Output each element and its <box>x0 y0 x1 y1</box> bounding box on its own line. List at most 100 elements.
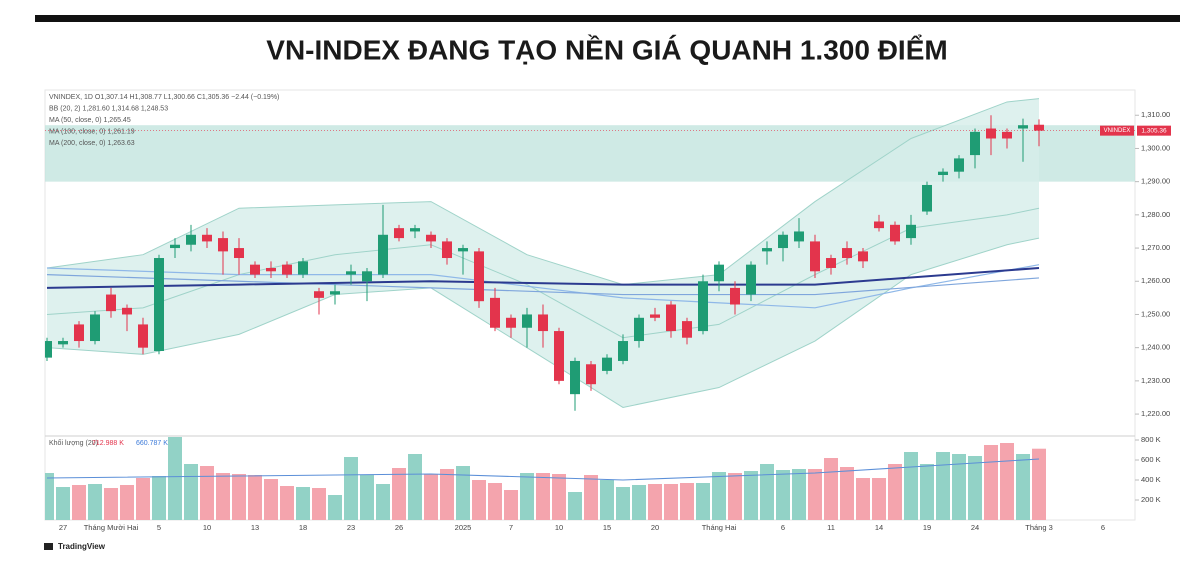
volume-bar <box>104 488 118 520</box>
x-tick-label: 10 <box>203 523 211 532</box>
candle-body <box>442 241 452 259</box>
volume-bar <box>552 474 566 520</box>
volume-bar <box>312 488 326 520</box>
candle-body <box>394 228 404 239</box>
x-tick-label: 15 <box>603 523 611 532</box>
candle-body <box>602 357 612 371</box>
volume-bar <box>584 475 598 520</box>
candle-body <box>730 287 740 305</box>
x-tick-label: 5 <box>157 523 161 532</box>
candle-body <box>170 244 180 249</box>
candle-body <box>970 131 980 156</box>
volume-bar <box>808 469 822 520</box>
volume-ma <box>46 458 1040 481</box>
candle-body <box>218 238 228 252</box>
volume-bar <box>984 445 998 520</box>
volume-bar <box>440 469 454 520</box>
candle-body <box>922 184 932 212</box>
candle-body <box>810 241 820 272</box>
volume-bar <box>568 492 582 520</box>
volume-legend-value: 660.787 K <box>136 440 168 447</box>
volume-bar <box>536 473 550 520</box>
volume-tick-label: 600 K <box>1141 455 1161 464</box>
y-tick-label: 1,280.00 <box>1141 210 1170 219</box>
volume-bar <box>152 476 166 520</box>
price-tag: 1,305.36 <box>1141 127 1167 134</box>
volume-bar <box>664 484 678 520</box>
volume-bar <box>216 473 230 520</box>
volume-bar <box>424 474 438 520</box>
candle-body <box>426 234 436 242</box>
candle-body <box>746 264 756 295</box>
volume-bar <box>232 474 246 520</box>
volume-bar <box>376 484 390 520</box>
volume-tick-label: 400 K <box>1141 475 1161 484</box>
volume-bar <box>792 469 806 520</box>
candle-body <box>378 234 388 275</box>
volume-bar <box>168 437 182 520</box>
candle-body <box>650 314 660 318</box>
moving-average <box>46 266 1040 289</box>
x-tick-label: 18 <box>299 523 307 532</box>
candle-body <box>362 271 372 282</box>
candle-body <box>714 264 724 282</box>
volume-bar <box>520 473 534 520</box>
volume-bar <box>824 458 838 520</box>
x-tick-label: 24 <box>971 523 979 532</box>
legend-line: BB (20, 2) 1,281.60 1,314.68 1,248.53 <box>49 105 168 112</box>
volume-bar <box>360 475 374 520</box>
volume-bar <box>248 475 262 520</box>
x-tick-label: 6 <box>1101 523 1105 532</box>
y-tick-label: 1,290.00 <box>1141 177 1170 186</box>
candle-body <box>330 291 340 295</box>
candle-body <box>45 341 52 358</box>
y-tick-label: 1,230.00 <box>1141 376 1170 385</box>
candle-body <box>890 224 900 242</box>
volume-bar <box>952 454 966 520</box>
candle-body <box>346 271 356 275</box>
legend-line: VNINDEX, 1D O1,307.14 H1,308.77 L1,300.6… <box>49 94 279 101</box>
volume-bar <box>1016 454 1030 520</box>
y-tick-label: 1,270.00 <box>1141 243 1170 252</box>
volume-bar <box>472 480 486 520</box>
y-tick-label: 1,240.00 <box>1141 343 1170 352</box>
candle-body <box>938 171 948 176</box>
x-tick-label: 2025 <box>455 523 472 532</box>
candle-body <box>954 158 964 172</box>
candle-body <box>506 317 516 328</box>
volume-bar <box>184 464 198 520</box>
volume-bar <box>120 485 134 520</box>
price-pane <box>45 98 1135 411</box>
candle-body <box>410 228 420 232</box>
volume-bar <box>872 478 886 520</box>
volume-bar <box>56 487 70 520</box>
overlay: 1,220.00 1,230.00 1,240.00 1,250.00 1,260.00… <box>45 94 1171 532</box>
volume-bar <box>136 478 150 520</box>
volume-bar <box>776 470 790 520</box>
volume-bar <box>968 456 982 520</box>
volume-bar <box>632 485 646 520</box>
x-tick-label: 13 <box>251 523 259 532</box>
x-tick-label: 7 <box>509 523 513 532</box>
volume-tick-label: 200 K <box>1141 495 1161 504</box>
y-tick-label: 1,250.00 <box>1141 309 1170 318</box>
x-tick-label: 6 <box>781 523 785 532</box>
volume-bar <box>264 479 278 520</box>
x-tick-label: 27 <box>59 523 67 532</box>
candle-body <box>586 364 596 385</box>
candle-body <box>682 321 692 338</box>
candle-body <box>458 248 468 252</box>
chart-title: VN-INDEX ĐANG TẠO NỀN GIÁ QUANH 1.300 ĐI… <box>266 34 947 65</box>
candle-body <box>554 331 564 381</box>
candle-body <box>618 341 628 361</box>
candle-body <box>570 360 580 395</box>
candle-body <box>250 264 260 275</box>
watermark: TradingView <box>58 542 106 551</box>
candle-body <box>58 341 68 345</box>
candle-body <box>858 251 868 262</box>
volume-tick-label: 800 K <box>1141 435 1161 444</box>
x-tick-label: 10 <box>555 523 563 532</box>
volume-bar <box>1000 443 1014 520</box>
